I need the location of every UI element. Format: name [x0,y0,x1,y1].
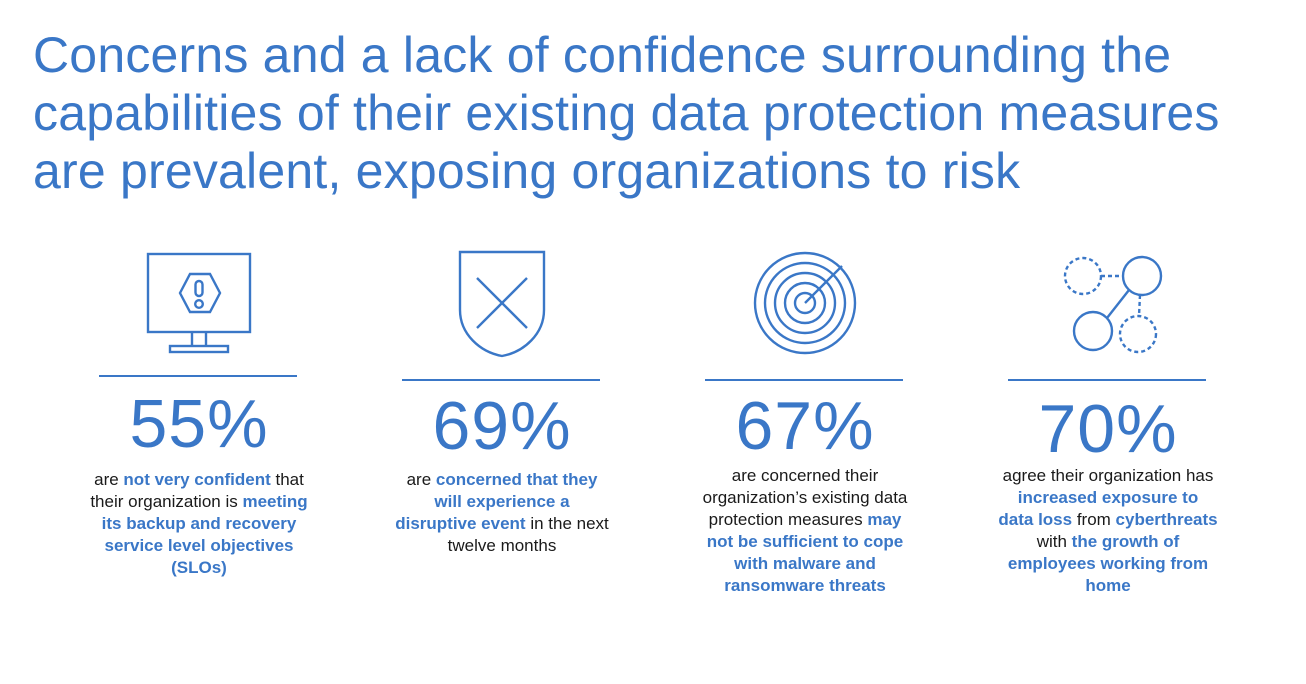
stat-divider [1008,379,1206,381]
highlight-text: cyberthreats [1115,510,1218,529]
stat-divider [99,375,297,377]
highlight-text: not very confident [123,470,271,489]
highlight-text: concerned that they will experience a di… [395,470,598,533]
body-text: are [406,470,436,489]
stat-description: are concerned that they will experience … [392,469,612,557]
body-text: are concerned their organization’s exist… [702,466,908,529]
body-text: are [94,470,124,489]
stat-value: 55% [129,386,269,462]
highlight-text: the growth of employees working from hom… [1007,532,1209,595]
target-icon [695,240,915,365]
stat-value: 67% [735,388,875,464]
stat-value: 69% [432,388,572,464]
stat-description: are concerned their organization’s exist… [695,465,915,597]
monitor-warning-icon [89,240,309,365]
body-text: in the next twelve months [447,514,609,555]
body-text: from [1072,510,1116,529]
stat-description: agree their organization has increased e… [998,465,1218,597]
body-text: agree their organization has [1002,466,1214,485]
body-text: that their organization is [90,470,304,511]
network-nodes-icon [998,240,1218,365]
headline: Concerns and a lack of confidence surrou… [33,27,1220,199]
stat-value: 70% [1038,391,1178,467]
body-text: with [1036,532,1072,551]
stat-divider [705,379,903,381]
highlight-text: increased exposure to data loss [998,488,1199,529]
highlight-text: may not be sufficient to cope with malwa… [706,510,904,595]
highlight-text: meeting its backup and recovery service … [101,492,308,577]
stat-divider [402,379,600,381]
shield-x-icon [392,240,612,365]
stat-description: are not very confident that their organi… [89,469,309,579]
